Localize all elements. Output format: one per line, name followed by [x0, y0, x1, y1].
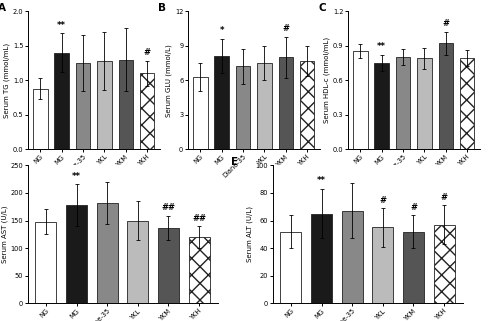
Bar	[128, 221, 148, 303]
Text: *: *	[220, 26, 224, 35]
Text: A: A	[0, 3, 6, 13]
Bar	[97, 203, 117, 303]
Text: **: **	[377, 42, 386, 51]
Text: ##: ##	[162, 203, 175, 212]
Bar	[214, 56, 229, 149]
Y-axis label: Serum TG (mmol/mL): Serum TG (mmol/mL)	[4, 43, 10, 118]
Bar	[300, 61, 314, 149]
Bar	[396, 57, 410, 149]
Text: **: **	[57, 21, 66, 30]
Text: C: C	[318, 3, 326, 13]
Bar	[33, 89, 48, 149]
Text: #: #	[440, 193, 448, 202]
Bar	[54, 53, 69, 149]
Bar	[278, 57, 293, 149]
Text: **: **	[72, 172, 81, 181]
Bar	[140, 73, 154, 149]
Bar	[188, 237, 210, 303]
Bar	[353, 51, 368, 149]
Bar	[460, 58, 474, 149]
Bar	[438, 43, 453, 149]
Bar	[342, 211, 362, 303]
Bar	[434, 225, 454, 303]
Text: E: E	[230, 157, 238, 167]
Text: ##: ##	[192, 213, 206, 222]
Bar	[236, 66, 250, 149]
Bar	[311, 214, 332, 303]
Text: B: B	[158, 3, 166, 13]
Text: **: **	[317, 176, 326, 185]
Bar	[372, 227, 393, 303]
Bar	[76, 63, 90, 149]
Y-axis label: Serum ALT (U/L): Serum ALT (U/L)	[246, 206, 253, 262]
Bar	[374, 63, 389, 149]
Y-axis label: Serum AST (U/L): Serum AST (U/L)	[2, 205, 8, 263]
Bar	[158, 228, 179, 303]
Text: #: #	[410, 203, 417, 212]
Bar	[417, 58, 432, 149]
Y-axis label: Serum GLU (mmol/L): Serum GLU (mmol/L)	[166, 44, 172, 117]
Bar	[118, 59, 133, 149]
Text: #: #	[380, 196, 386, 205]
Y-axis label: Serum HDL-c (mmol/mL): Serum HDL-c (mmol/mL)	[324, 37, 330, 123]
Bar	[257, 63, 272, 149]
Bar	[280, 231, 301, 303]
Text: #: #	[144, 48, 150, 57]
Bar	[403, 231, 424, 303]
Text: #: #	[442, 20, 450, 29]
Text: #: #	[282, 24, 290, 33]
Bar	[66, 205, 87, 303]
Bar	[193, 77, 208, 149]
Bar	[97, 61, 112, 149]
Bar	[36, 221, 56, 303]
